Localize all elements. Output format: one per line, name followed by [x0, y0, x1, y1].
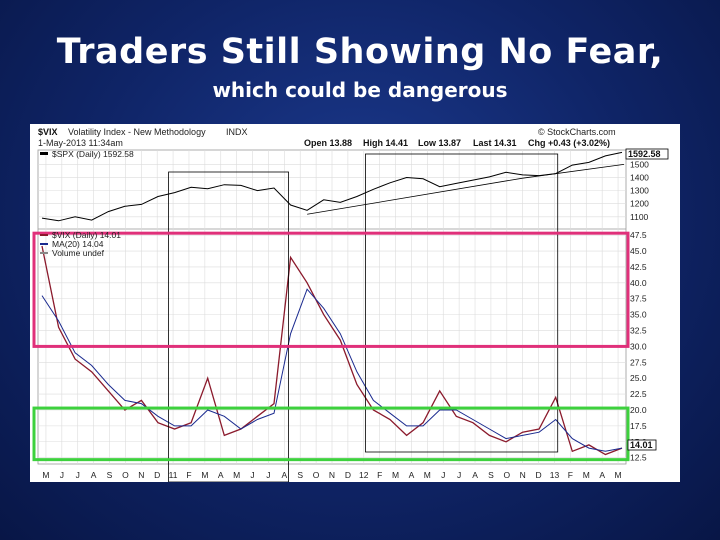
annotation-box-2012 [365, 153, 559, 453]
x-tick-label: 13 [550, 470, 560, 480]
x-tick-label: O [313, 470, 320, 480]
green-complacency-zone [32, 406, 630, 462]
chart-symbol: $VIX [38, 127, 58, 137]
x-tick-label: A [91, 470, 97, 480]
spx-trendline-2 [522, 164, 625, 179]
spx-y-tick-label: 1200 [630, 199, 649, 209]
spx-last-tag-box [625, 148, 669, 160]
x-tick-label: J [60, 470, 64, 480]
x-tick-label: J [266, 470, 270, 480]
spx-legend-swatch [40, 152, 48, 155]
x-tick-label: A [409, 470, 415, 480]
vix-y-tick-label: 42.5 [630, 262, 647, 272]
x-tick-label: O [122, 470, 129, 480]
spx-y-tick-label: 1100 [630, 212, 649, 222]
spx-y-tick-label: 1500 [630, 159, 649, 169]
vix-y-tick-label: 37.5 [630, 294, 647, 304]
x-tick-label: J [441, 470, 445, 480]
vix-last-tag-box [627, 439, 657, 451]
chart-source: © StockCharts.com [538, 127, 616, 137]
x-tick-label: S [488, 470, 494, 480]
x-tick-label: N [520, 470, 526, 480]
x-tick-label: N [329, 470, 335, 480]
chart-high: High 14.41 [363, 138, 408, 148]
vix-y-tick-label: 25.0 [630, 373, 647, 383]
x-tick-label: M [233, 470, 240, 480]
x-tick-label: M [583, 470, 590, 480]
x-tick-label: F [377, 470, 382, 480]
chart-change: Chg +0.43 (+3.02%) [528, 138, 610, 148]
chart-svg: $VIX Volatility Index - New Methodology … [32, 127, 669, 482]
x-tick-label: M [424, 470, 431, 480]
vix-legend-swatch [40, 234, 48, 236]
vix-legend: $VIX (Daily) 14.01 [52, 230, 121, 240]
x-tick-label: D [536, 470, 542, 480]
x-tick-label: 12 [359, 470, 369, 480]
annotation-box-2011 [168, 171, 289, 482]
x-tick-label: D [345, 470, 351, 480]
x-tick-label: J [76, 470, 80, 480]
stock-chart: $VIX Volatility Index - New Methodology … [30, 124, 680, 482]
x-tick-label: O [503, 470, 510, 480]
chart-date: 1-May-2013 11:34am [38, 138, 123, 148]
x-tick-label: A [599, 470, 605, 480]
x-tick-label: M [615, 470, 622, 480]
vix-y-tick-label: 47.5 [630, 230, 647, 240]
vix-y-tick-label: 32.5 [630, 326, 647, 336]
slide-title: Traders Still Showing No Fear, [56, 32, 664, 72]
spx-line [41, 151, 623, 222]
slide-subtitle: which could be dangerous [212, 78, 508, 102]
vix-y-tick-label: 40.0 [630, 278, 647, 288]
chart-open: Open 13.88 [304, 138, 352, 148]
vix-ma-line [41, 288, 623, 452]
vix-last-tag: 14.01 [630, 440, 653, 450]
x-tick-label: S [297, 470, 303, 480]
x-tick-label: M [392, 470, 399, 480]
volume-legend-swatch [40, 252, 48, 254]
volume-legend: Volume undef [52, 248, 105, 258]
x-tick-label: S [107, 470, 113, 480]
x-tick-label: 11 [169, 470, 178, 480]
vix-y-tick-label: 35.0 [630, 310, 647, 320]
vix-y-tick-label: 17.5 [630, 421, 647, 431]
vix-y-tick-label: 30.0 [630, 341, 647, 351]
x-tick-label: A [281, 470, 287, 480]
chart-last: Last 14.31 [473, 138, 517, 148]
ma-legend-swatch [40, 243, 48, 245]
chart-exchange: INDX [226, 127, 248, 137]
x-tick-label: F [186, 470, 191, 480]
x-tick-label: D [154, 470, 160, 480]
vix-y-tick-label: 20.0 [630, 405, 647, 415]
spx-y-tick-label: 1400 [630, 173, 649, 183]
spx-trendline-1 [307, 177, 523, 215]
plot-layer: M J J A S O N D 11 F M A M J J A S O N D 12 F M A M J J A S O N D 13 F M A M… [32, 149, 649, 482]
vix-y-tick-label: 45.0 [630, 246, 647, 256]
pink-fear-zone [32, 231, 630, 348]
chart-name: Volatility Index - New Methodology [68, 127, 206, 137]
chart-low: Low 13.87 [418, 138, 461, 148]
x-tick-label: F [568, 470, 573, 480]
vix-line [41, 245, 623, 456]
vix-y-tick-label: 22.5 [630, 389, 647, 399]
ma-legend: MA(20) 14.04 [52, 239, 104, 249]
spx-last-tag: 1592.58 [628, 149, 661, 159]
x-tick-label: A [472, 470, 478, 480]
x-tick-label: A [218, 470, 224, 480]
x-tick-label: J [250, 470, 254, 480]
spx-y-tick-label: 1300 [630, 186, 649, 196]
x-tick-label: M [201, 470, 208, 480]
x-tick-label: N [138, 470, 144, 480]
x-tick-label: M [42, 470, 49, 480]
spx-legend: $SPX (Daily) 1592.58 [52, 149, 134, 159]
vix-y-tick-label: 27.5 [630, 357, 647, 367]
x-tick-label: J [457, 470, 461, 480]
vix-y-tick-label: 12.5 [630, 453, 647, 463]
